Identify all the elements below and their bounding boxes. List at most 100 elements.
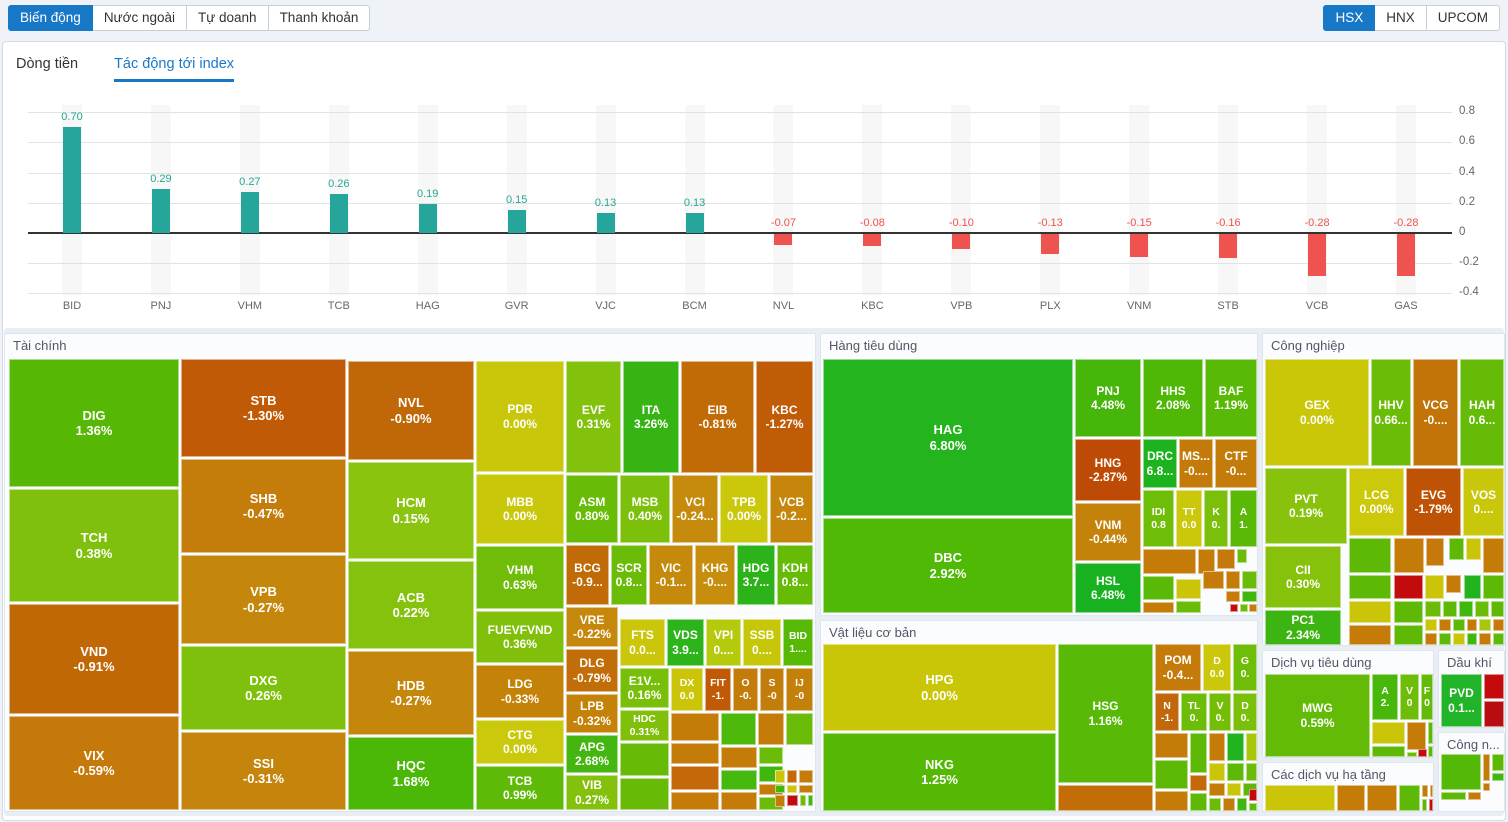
tile[interactable] bbox=[1428, 746, 1433, 757]
tile-FIT[interactable]: FIT -1. bbox=[705, 668, 731, 711]
tile-IDI[interactable]: IDI 0.8 bbox=[1143, 490, 1174, 547]
tile-HAH[interactable]: HAH 0.6... bbox=[1460, 359, 1504, 466]
bar-GAS[interactable] bbox=[1397, 234, 1415, 277]
tile[interactable] bbox=[1492, 754, 1504, 771]
tile[interactable] bbox=[721, 713, 756, 745]
tile-SCR[interactable]: SCR 0.8... bbox=[611, 545, 647, 605]
tile-TCB[interactable]: TCB 0.99% bbox=[476, 766, 564, 810]
tile-EIB[interactable]: EIB -0.81% bbox=[681, 361, 754, 473]
tile[interactable] bbox=[1246, 733, 1257, 761]
tile-TCH[interactable]: TCH 0.38% bbox=[9, 489, 179, 602]
tile[interactable] bbox=[1426, 538, 1444, 566]
bar-TCB[interactable] bbox=[329, 193, 348, 233]
tile[interactable] bbox=[1441, 754, 1481, 790]
bar-VCB[interactable] bbox=[1308, 234, 1327, 277]
tile[interactable] bbox=[721, 792, 757, 810]
tile-BID[interactable]: BID 1.... bbox=[783, 619, 813, 666]
tile-ASM[interactable]: ASM 0.80% bbox=[566, 475, 618, 543]
tile[interactable] bbox=[1467, 633, 1477, 645]
tile-VOS[interactable]: VOS 0.... bbox=[1463, 468, 1504, 536]
tile[interactable] bbox=[1337, 785, 1365, 811]
tile-HSG[interactable]: HSG 1.16% bbox=[1058, 644, 1153, 783]
tile[interactable] bbox=[1464, 575, 1481, 599]
tile[interactable] bbox=[808, 795, 813, 806]
tile-LCG[interactable]: LCG 0.00% bbox=[1349, 468, 1404, 536]
tile[interactable] bbox=[1394, 538, 1424, 573]
tile-CTF[interactable]: CTF -0... bbox=[1215, 439, 1257, 488]
tile[interactable] bbox=[1176, 579, 1201, 599]
bar-BCM[interactable] bbox=[685, 213, 704, 233]
tile[interactable] bbox=[1349, 601, 1391, 623]
tile-NVL[interactable]: NVL -0.90% bbox=[348, 361, 474, 460]
tile[interactable] bbox=[1227, 763, 1244, 781]
bar-VPB[interactable] bbox=[952, 234, 971, 250]
tile[interactable] bbox=[1475, 601, 1489, 617]
tab-exchange-upcom[interactable]: UPCOM bbox=[1425, 5, 1500, 31]
tile[interactable] bbox=[1249, 789, 1257, 801]
tile-VCB[interactable]: VCB -0.2... bbox=[770, 475, 813, 543]
tile-S[interactable]: S -0 bbox=[760, 668, 784, 711]
tile-MWG[interactable]: MWG 0.59% bbox=[1265, 674, 1370, 757]
tile[interactable] bbox=[1349, 575, 1391, 599]
tile[interactable] bbox=[1483, 754, 1490, 781]
tile[interactable] bbox=[786, 713, 813, 745]
tile[interactable] bbox=[1246, 763, 1257, 781]
tile-TL[interactable]: TL 0. bbox=[1181, 693, 1207, 731]
tile[interactable] bbox=[1209, 763, 1225, 781]
tile[interactable] bbox=[1483, 538, 1504, 573]
tile-E1V[interactable]: E1V... 0.16% bbox=[620, 668, 669, 708]
tile-DBC[interactable]: DBC 2.92% bbox=[823, 518, 1073, 613]
tile[interactable] bbox=[671, 792, 719, 810]
tile[interactable] bbox=[1058, 785, 1153, 811]
tile[interactable] bbox=[1367, 785, 1397, 811]
tile-VIX[interactable]: VIX -0.59% bbox=[9, 716, 179, 810]
tile[interactable] bbox=[1468, 792, 1481, 800]
tile-HAG[interactable]: HAG 6.80% bbox=[823, 359, 1073, 516]
tile-G[interactable]: G 0. bbox=[1233, 644, 1257, 691]
bar-KBC[interactable] bbox=[863, 234, 882, 247]
tile[interactable] bbox=[1209, 798, 1221, 811]
tile-LDG[interactable]: LDG -0.33% bbox=[476, 665, 564, 718]
tile[interactable] bbox=[1441, 792, 1466, 800]
tile[interactable] bbox=[1143, 549, 1196, 574]
tile[interactable] bbox=[671, 713, 719, 741]
tile[interactable] bbox=[1446, 575, 1461, 593]
tile[interactable] bbox=[721, 770, 757, 790]
tile[interactable] bbox=[1439, 619, 1451, 631]
tile[interactable] bbox=[620, 778, 669, 810]
tile[interactable] bbox=[1430, 785, 1433, 797]
tile-BAF[interactable]: BAF 1.19% bbox=[1205, 359, 1257, 437]
tile[interactable] bbox=[787, 785, 797, 793]
tile-FUEVFVND[interactable]: FUEVFVND 0.36% bbox=[476, 611, 564, 663]
bar-VHM[interactable] bbox=[240, 192, 259, 233]
subtab-dong-tien[interactable]: Dòng tiền bbox=[16, 56, 79, 72]
tile-V[interactable]: V 0. bbox=[1209, 693, 1231, 731]
tile-VIC[interactable]: VIC -0.1... bbox=[649, 545, 693, 605]
tile[interactable] bbox=[1484, 701, 1504, 727]
tile-HSL[interactable]: HSL 6.48% bbox=[1075, 563, 1141, 613]
tile[interactable] bbox=[1428, 722, 1433, 744]
tile[interactable] bbox=[1422, 785, 1428, 797]
tile[interactable] bbox=[799, 770, 813, 783]
tile-NKG[interactable]: NKG 1.25% bbox=[823, 733, 1056, 811]
tile[interactable] bbox=[1217, 549, 1235, 569]
tile[interactable] bbox=[1190, 793, 1207, 811]
tile[interactable] bbox=[1372, 746, 1405, 757]
tile-CII[interactable]: CII 0.30% bbox=[1265, 546, 1341, 608]
tile[interactable] bbox=[1203, 571, 1224, 589]
tile-DRC[interactable]: DRC 6.8... bbox=[1143, 439, 1177, 488]
tile-MBB[interactable]: MBB 0.00% bbox=[476, 474, 564, 544]
tile-PDR[interactable]: PDR 0.00% bbox=[476, 361, 564, 472]
tile[interactable] bbox=[1449, 538, 1464, 560]
tile-D[interactable]: D 0.0 bbox=[1203, 644, 1231, 691]
tile-VDS[interactable]: VDS 3.9... bbox=[667, 619, 704, 666]
tile-PNJ[interactable]: PNJ 4.48% bbox=[1075, 359, 1141, 437]
tile-POM[interactable]: POM -0.4... bbox=[1155, 644, 1201, 691]
tile-EVG[interactable]: EVG -1.79% bbox=[1406, 468, 1461, 536]
tile[interactable] bbox=[1226, 571, 1240, 589]
tile-APG[interactable]: APG 2.68% bbox=[566, 735, 618, 773]
tile[interactable] bbox=[1459, 601, 1473, 617]
tile-HDC[interactable]: HDC 0.31% bbox=[620, 710, 669, 741]
tile-FTS[interactable]: FTS 0.0... bbox=[620, 619, 665, 666]
